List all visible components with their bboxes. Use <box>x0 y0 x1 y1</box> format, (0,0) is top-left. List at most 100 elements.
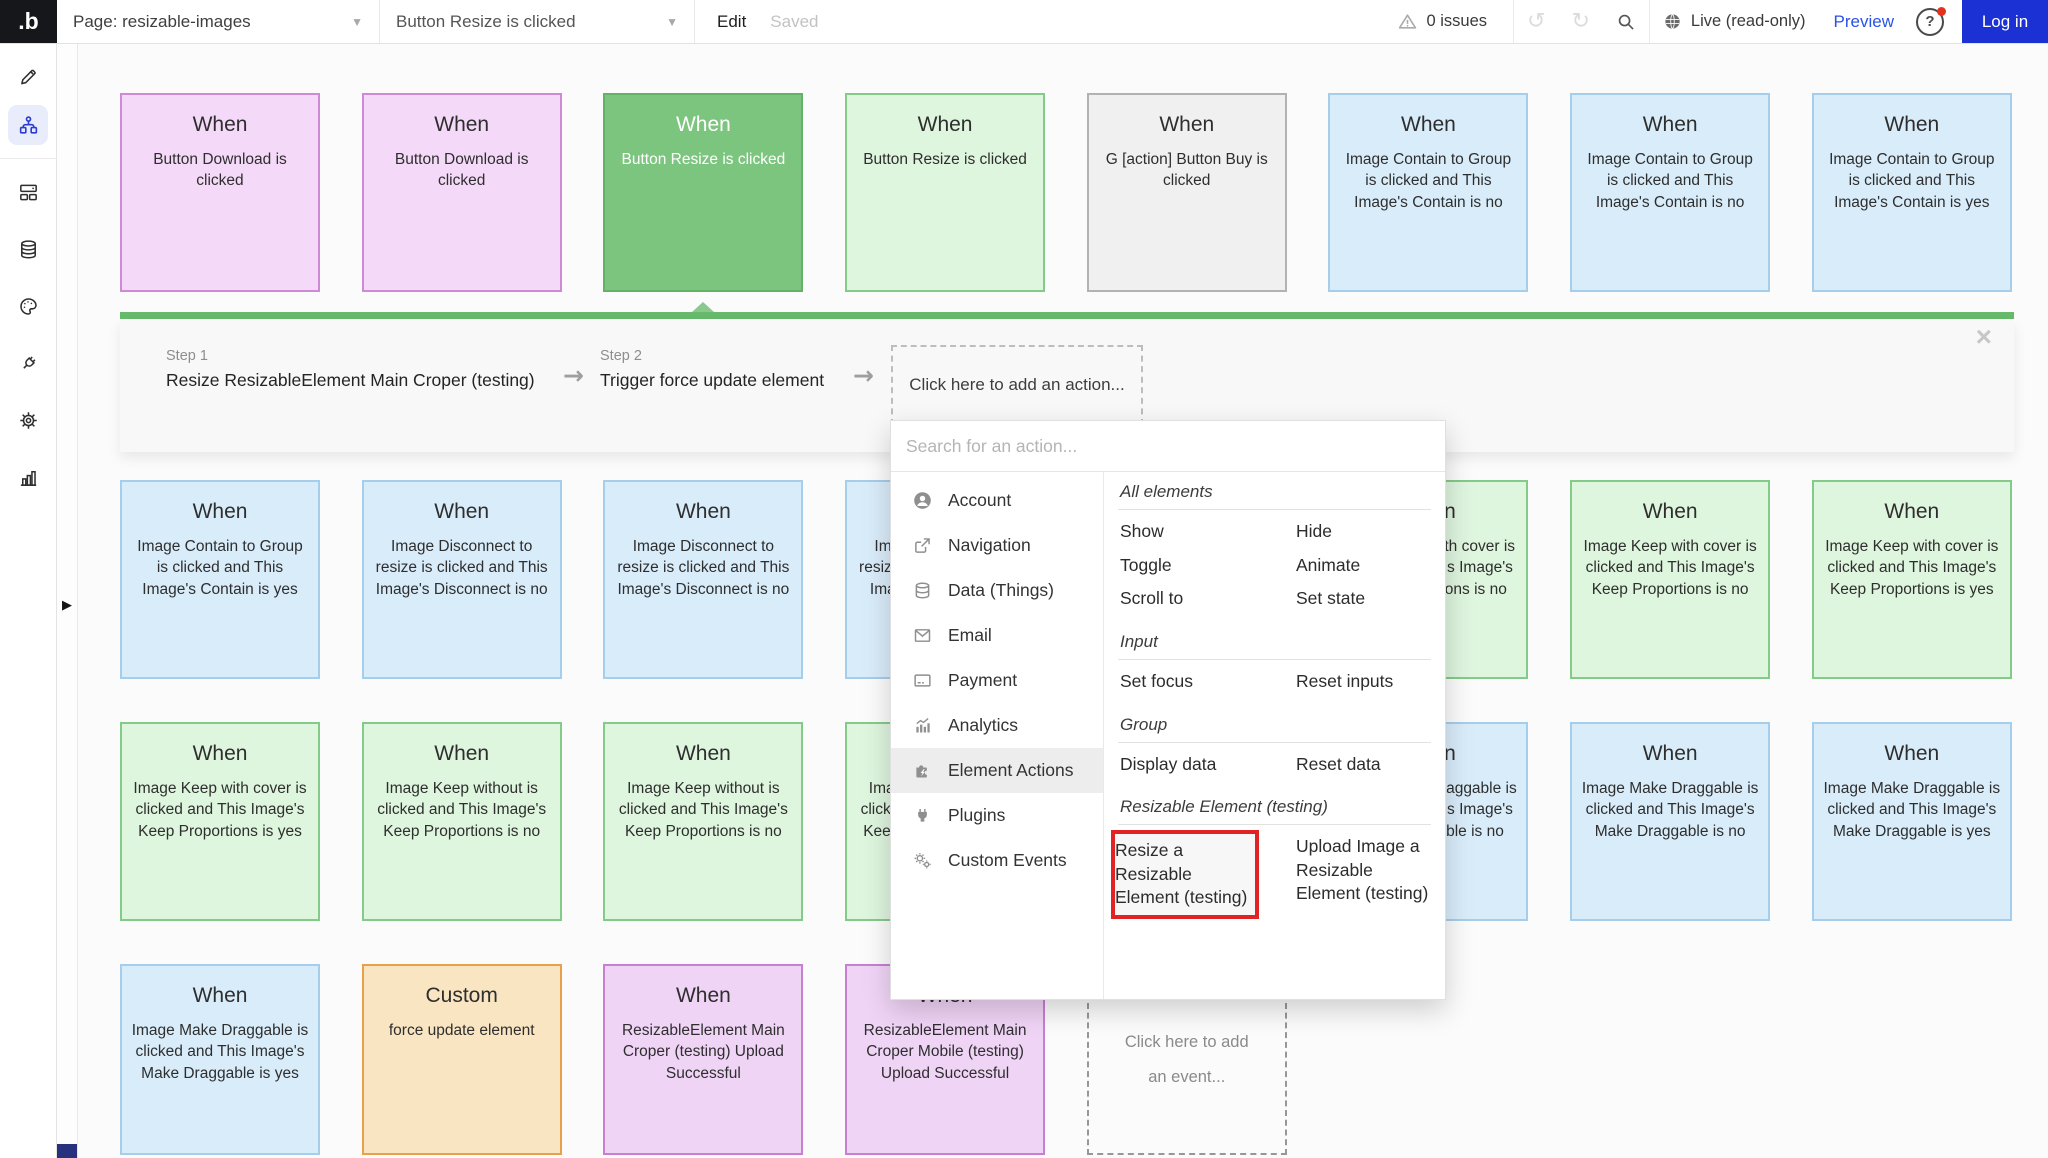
bubble-logo[interactable]: .b <box>0 0 57 43</box>
sidebar-item-settings[interactable] <box>8 400 48 440</box>
sidebar-item-logs[interactable] <box>8 457 48 497</box>
workflow-icon <box>19 115 37 134</box>
step-2-title: Trigger force update element <box>600 370 825 390</box>
card-text: Button Download is clicked <box>394 150 529 190</box>
card-text: Image Keep with cover is clicked and Thi… <box>133 779 307 840</box>
payment-icon <box>914 674 931 687</box>
action-search-input[interactable] <box>904 434 1432 458</box>
event-card[interactable]: When Button Download is clicked <box>361 93 562 292</box>
sidebar-divider <box>0 158 57 159</box>
action-item-hide[interactable]: Hide <box>1296 521 1332 541</box>
event-card[interactable]: When Image Make Draggable is clicked and… <box>1570 722 1771 921</box>
card-title: When <box>434 113 490 136</box>
sidebar-item-workflow[interactable] <box>8 105 48 145</box>
environment-selector[interactable]: Live (read-only) <box>1650 0 1826 43</box>
category-custom-events[interactable]: Custom Events <box>891 838 1103 883</box>
card-title: When <box>1642 742 1698 765</box>
card-title: When <box>434 742 490 765</box>
login-button[interactable]: Log in <box>1962 0 2048 43</box>
action-item-toggle[interactable]: Toggle <box>1120 554 1172 575</box>
event-card[interactable]: When G [action] Button Buy is clicked <box>1086 93 1287 292</box>
action-item-reset-inputs[interactable]: Reset inputs <box>1296 670 1394 691</box>
undo-button[interactable]: ↺ <box>1514 0 1558 43</box>
category-account[interactable]: Account <box>891 478 1103 523</box>
chevron-down-icon: ▼ <box>666 14 678 29</box>
card-text: Click here to add an event... <box>1124 1032 1249 1086</box>
action-item-reset-data[interactable]: Reset data <box>1296 753 1381 774</box>
panel-gutter: ▶ <box>57 43 78 1158</box>
card-text: Image Contain to Group is clicked and Th… <box>1829 150 1995 211</box>
action-search-row <box>891 421 1445 472</box>
event-card[interactable]: When Image Contain to Group is clicked a… <box>1811 93 2012 292</box>
step-arrow-icon: → <box>853 361 874 390</box>
card-text: Button Download is clicked <box>153 150 287 190</box>
category-payment[interactable]: Payment <box>891 658 1103 703</box>
card-text: Image Keep without is clicked and This I… <box>618 779 788 840</box>
step-2[interactable]: Step 2 Trigger force update element <box>600 348 824 391</box>
card-title: When <box>917 113 973 136</box>
action-item-upload-image-resizable-element[interactable]: Upload Image a Resizable Element (testin… <box>1296 836 1429 904</box>
sidebar-item-design[interactable] <box>8 56 48 96</box>
sidebar-item-plugins[interactable] <box>8 343 48 383</box>
event-card[interactable]: When Button Download is clicked <box>120 93 320 292</box>
action-item-show[interactable]: Show <box>1120 521 1164 541</box>
event-card[interactable]: When Image Keep with cover is clicked an… <box>120 722 320 921</box>
category-email[interactable]: Email <box>891 613 1103 658</box>
event-card[interactable]: When Image Keep with cover is clicked an… <box>1811 480 2012 679</box>
action-item-scroll-to[interactable]: Scroll to <box>1120 588 1184 609</box>
event-card[interactable]: When ResizableElement Main Croper (testi… <box>603 964 804 1155</box>
action-item-set-focus[interactable]: Set focus <box>1120 670 1193 691</box>
event-card[interactable]: When Image Contain to Group is clicked a… <box>1328 93 1529 292</box>
card-title: When <box>1884 500 1940 523</box>
issues-button[interactable]: 0 issues <box>1392 0 1513 43</box>
event-card[interactable]: When Image Keep without is clicked and T… <box>603 722 804 921</box>
search-button[interactable] <box>1603 0 1649 43</box>
help-button[interactable]: ? <box>1916 0 1962 43</box>
sidebar-item-styles[interactable] <box>8 286 48 326</box>
category-navigation[interactable]: Navigation <box>891 523 1103 568</box>
category-data-things[interactable]: Data (Things) <box>891 568 1103 613</box>
components-icon <box>19 184 37 200</box>
page-selector[interactable]: Page: resizable-images ▼ <box>57 0 380 43</box>
event-card[interactable]: When Image Make Draggable is clicked and… <box>1811 722 2012 921</box>
card-title: When <box>192 113 248 136</box>
card-title: When <box>192 984 248 1007</box>
card-text: Image Disconnect to resize is clicked an… <box>617 537 790 598</box>
edit-menu[interactable]: Edit <box>717 11 747 31</box>
workflow-selector[interactable]: Button Resize is clicked ▼ <box>380 0 695 43</box>
redo-button[interactable]: ↻ <box>1558 0 1602 43</box>
close-panel-button[interactable]: × <box>1975 321 1992 352</box>
sidebar-item-data[interactable] <box>8 229 48 269</box>
email-icon <box>914 629 931 642</box>
add-action-button[interactable]: Click here to add an action... <box>891 345 1143 425</box>
card-title: When <box>1642 500 1698 523</box>
help-icon: ? <box>1916 6 1946 36</box>
event-card[interactable]: When Image Keep with cover is clicked an… <box>1570 480 1771 679</box>
event-card[interactable]: When Button Resize is clicked <box>845 93 1046 292</box>
event-row-1: When Button Download is clicked When But… <box>120 93 2012 292</box>
category-element-actions[interactable]: Element Actions <box>891 748 1103 793</box>
section-header-resizable-element: Resizable Element (testing) <box>1118 787 1431 826</box>
event-card[interactable]: When Button Resize is clicked <box>603 93 804 292</box>
expand-panel-arrow[interactable]: ▶ <box>62 598 72 613</box>
action-item-animate[interactable]: Animate <box>1296 554 1361 575</box>
sidebar-item-components[interactable] <box>8 172 48 212</box>
action-item-display-data[interactable]: Display data <box>1120 753 1217 774</box>
event-card[interactable]: Custom force update element <box>361 964 562 1155</box>
preview-button[interactable]: Preview <box>1833 11 1894 31</box>
category-analytics[interactable]: Analytics <box>891 703 1103 748</box>
action-item-resize-resizable-element-highlighted[interactable]: Resize a Resizable Element (testing) <box>1111 830 1259 919</box>
event-card[interactable]: When Image Disconnect to resize is click… <box>361 480 562 679</box>
event-card[interactable]: When Image Keep without is clicked and T… <box>361 722 562 921</box>
event-card[interactable]: When Image Disconnect to resize is click… <box>603 480 804 679</box>
divider <box>1513 0 1515 43</box>
undo-icon: ↺ <box>1527 9 1546 34</box>
event-card[interactable]: When Image Make Draggable is clicked and… <box>120 964 320 1155</box>
event-card[interactable]: When Image Contain to Group is clicked a… <box>1570 93 1771 292</box>
event-card[interactable]: When Image Contain to Group is clicked a… <box>120 480 320 679</box>
card-text: Image Keep with cover is clicked and Thi… <box>1583 537 1757 598</box>
step-1[interactable]: Step 1 Resize ResizableElement Main Crop… <box>166 348 535 391</box>
category-plugins[interactable]: Plugins <box>891 793 1103 838</box>
database-icon <box>915 582 930 599</box>
action-item-set-state[interactable]: Set state <box>1296 588 1366 609</box>
